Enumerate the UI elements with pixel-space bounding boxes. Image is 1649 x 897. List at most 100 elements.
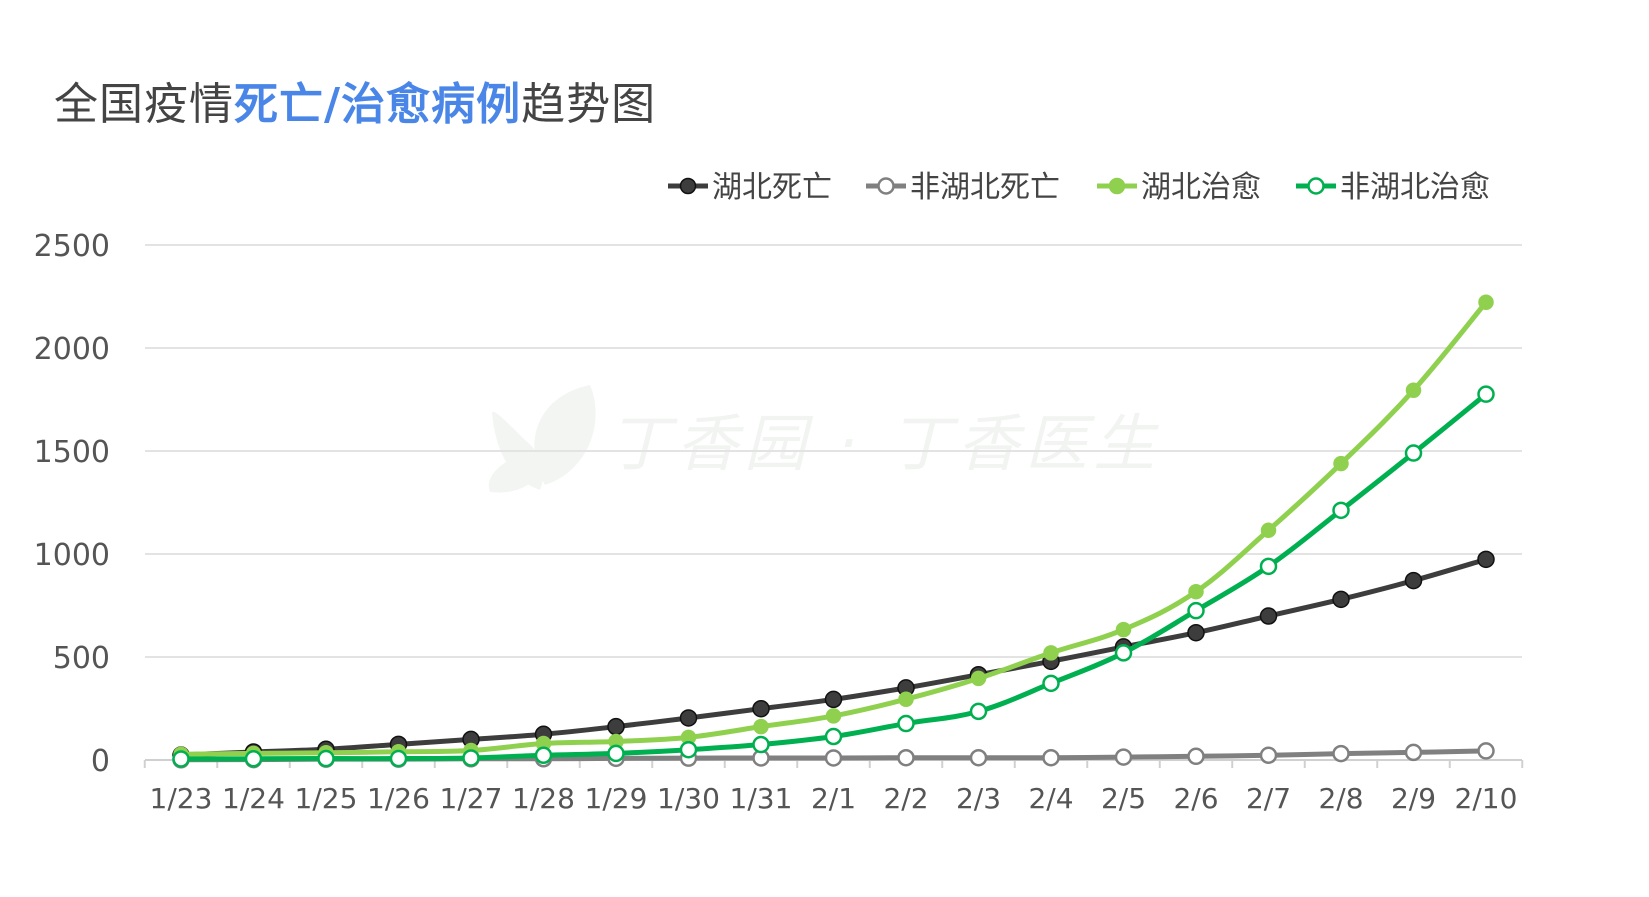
y-axis-ticks: 0 500 1000 1500 2000 2500: [34, 229, 110, 779]
data-point: [825, 708, 842, 724]
data-point: [969, 702, 988, 721]
x-tick-label: 1/29: [585, 782, 648, 815]
x-tick-label: 1/24: [222, 782, 285, 815]
data-point: [897, 714, 915, 733]
x-tick-label: 2/10: [1455, 782, 1518, 815]
legend-item: 湖北死亡: [668, 170, 832, 205]
y-tick-label: 1000: [34, 538, 110, 573]
x-tick-label: 1/26: [367, 782, 430, 815]
legend-marker: [679, 177, 697, 195]
data-point: [679, 740, 698, 759]
leaf-logo-icon: [488, 385, 596, 493]
x-tick-label: 2/5: [1101, 782, 1146, 815]
data-point: [607, 717, 625, 736]
data-point: [824, 727, 843, 746]
data-point: [1259, 746, 1278, 765]
x-tick-label: 1/27: [440, 782, 503, 815]
series-4: [172, 385, 1495, 768]
y-tick-label: 500: [53, 641, 110, 676]
x-tick-label: 2/6: [1173, 782, 1218, 815]
data-point: [1259, 607, 1278, 625]
legend-item: 非湖北治愈: [1296, 170, 1490, 205]
x-tick-label: 1/23: [150, 782, 213, 815]
data-point: [1404, 444, 1423, 462]
x-tick-label: 2/3: [956, 782, 1001, 815]
legend-item: 湖北治愈: [1097, 170, 1261, 205]
data-point: [1259, 557, 1278, 576]
legend-marker: [1108, 177, 1126, 195]
y-tick-label: 2500: [34, 229, 110, 264]
legend-label: 湖北治愈: [1141, 170, 1261, 205]
data-point: [1477, 742, 1495, 760]
data-point: [1043, 645, 1059, 661]
data-point: [753, 718, 769, 735]
series-lines: [172, 294, 1495, 769]
series-line: [180, 300, 1488, 757]
data-point: [1187, 747, 1205, 766]
legend-item: 非湖北死亡: [866, 170, 1060, 205]
x-axis: 1/23 1/24 1/25 1/26 1/27 1/28 1/29 1/30 1/31 2/1 2…: [143, 760, 1524, 815]
data-point: [1477, 550, 1495, 569]
x-tick-label: 2/8: [1318, 782, 1363, 815]
title-highlight: 死亡/治愈病例: [234, 79, 522, 130]
data-point: [607, 744, 625, 763]
legend-label: 非湖北死亡: [910, 170, 1060, 205]
x-tick-label: 2/4: [1028, 782, 1073, 815]
data-point: [1115, 621, 1132, 638]
legend-marker: [877, 177, 895, 195]
grid-lines: [145, 244, 1522, 761]
legend: 湖北死亡 非湖北死亡 湖北治愈 非湖北治愈: [668, 170, 1490, 205]
data-point: [1042, 748, 1060, 767]
watermark-text: 丁香园 · 丁香医生: [608, 407, 1161, 480]
data-point: [244, 750, 263, 768]
y-tick-label: 2000: [34, 332, 110, 367]
data-point: [1405, 382, 1422, 398]
title-part3: 趋势图: [521, 79, 657, 130]
watermark: 丁香园 · 丁香医生: [488, 385, 1161, 493]
data-point: [752, 735, 770, 754]
data-point: [1114, 644, 1133, 662]
data-point: [462, 749, 480, 767]
x-tick-label: 2/7: [1246, 782, 1291, 815]
data-point: [1114, 748, 1133, 766]
x-tick-label: 2/2: [883, 782, 928, 815]
data-point: [897, 748, 915, 767]
data-point: [1478, 294, 1494, 311]
data-point: [1332, 501, 1350, 520]
title-part1: 全国疫情: [54, 79, 234, 130]
data-point: [970, 670, 987, 687]
data-point: [317, 749, 335, 768]
data-point: [1477, 385, 1495, 403]
x-tick-label: 2/9: [1391, 782, 1436, 815]
data-point: [824, 690, 843, 709]
data-point: [172, 750, 190, 768]
y-tick-label: 1500: [34, 435, 110, 470]
x-tick-label: 1/28: [512, 782, 575, 815]
data-point: [969, 748, 988, 767]
data-point: [534, 746, 553, 765]
x-tick-label: 1/25: [295, 782, 358, 815]
data-point: [1404, 743, 1423, 762]
data-point: [679, 709, 698, 727]
legend-marker: [1307, 177, 1325, 195]
data-point: [898, 691, 914, 707]
data-point: [1332, 590, 1350, 609]
data-point: [1260, 522, 1277, 539]
data-point: [752, 699, 770, 718]
data-point: [1187, 623, 1205, 642]
data-point: [1404, 571, 1423, 590]
data-point: [1188, 583, 1204, 600]
x-tick-label: 1/31: [730, 782, 793, 815]
data-point: [1332, 744, 1350, 763]
legend-label: 湖北死亡: [712, 170, 832, 205]
x-tick-label: 2/1: [811, 782, 856, 815]
data-point: [389, 749, 408, 768]
chart-title: 全国疫情死亡/治愈病例趋势图: [54, 68, 656, 132]
data-point: [1042, 674, 1060, 693]
y-tick-label: 0: [91, 744, 110, 779]
data-point: [824, 749, 843, 767]
legend-label: 非湖北治愈: [1340, 170, 1490, 205]
data-point: [1187, 601, 1205, 620]
data-point: [1333, 455, 1349, 472]
